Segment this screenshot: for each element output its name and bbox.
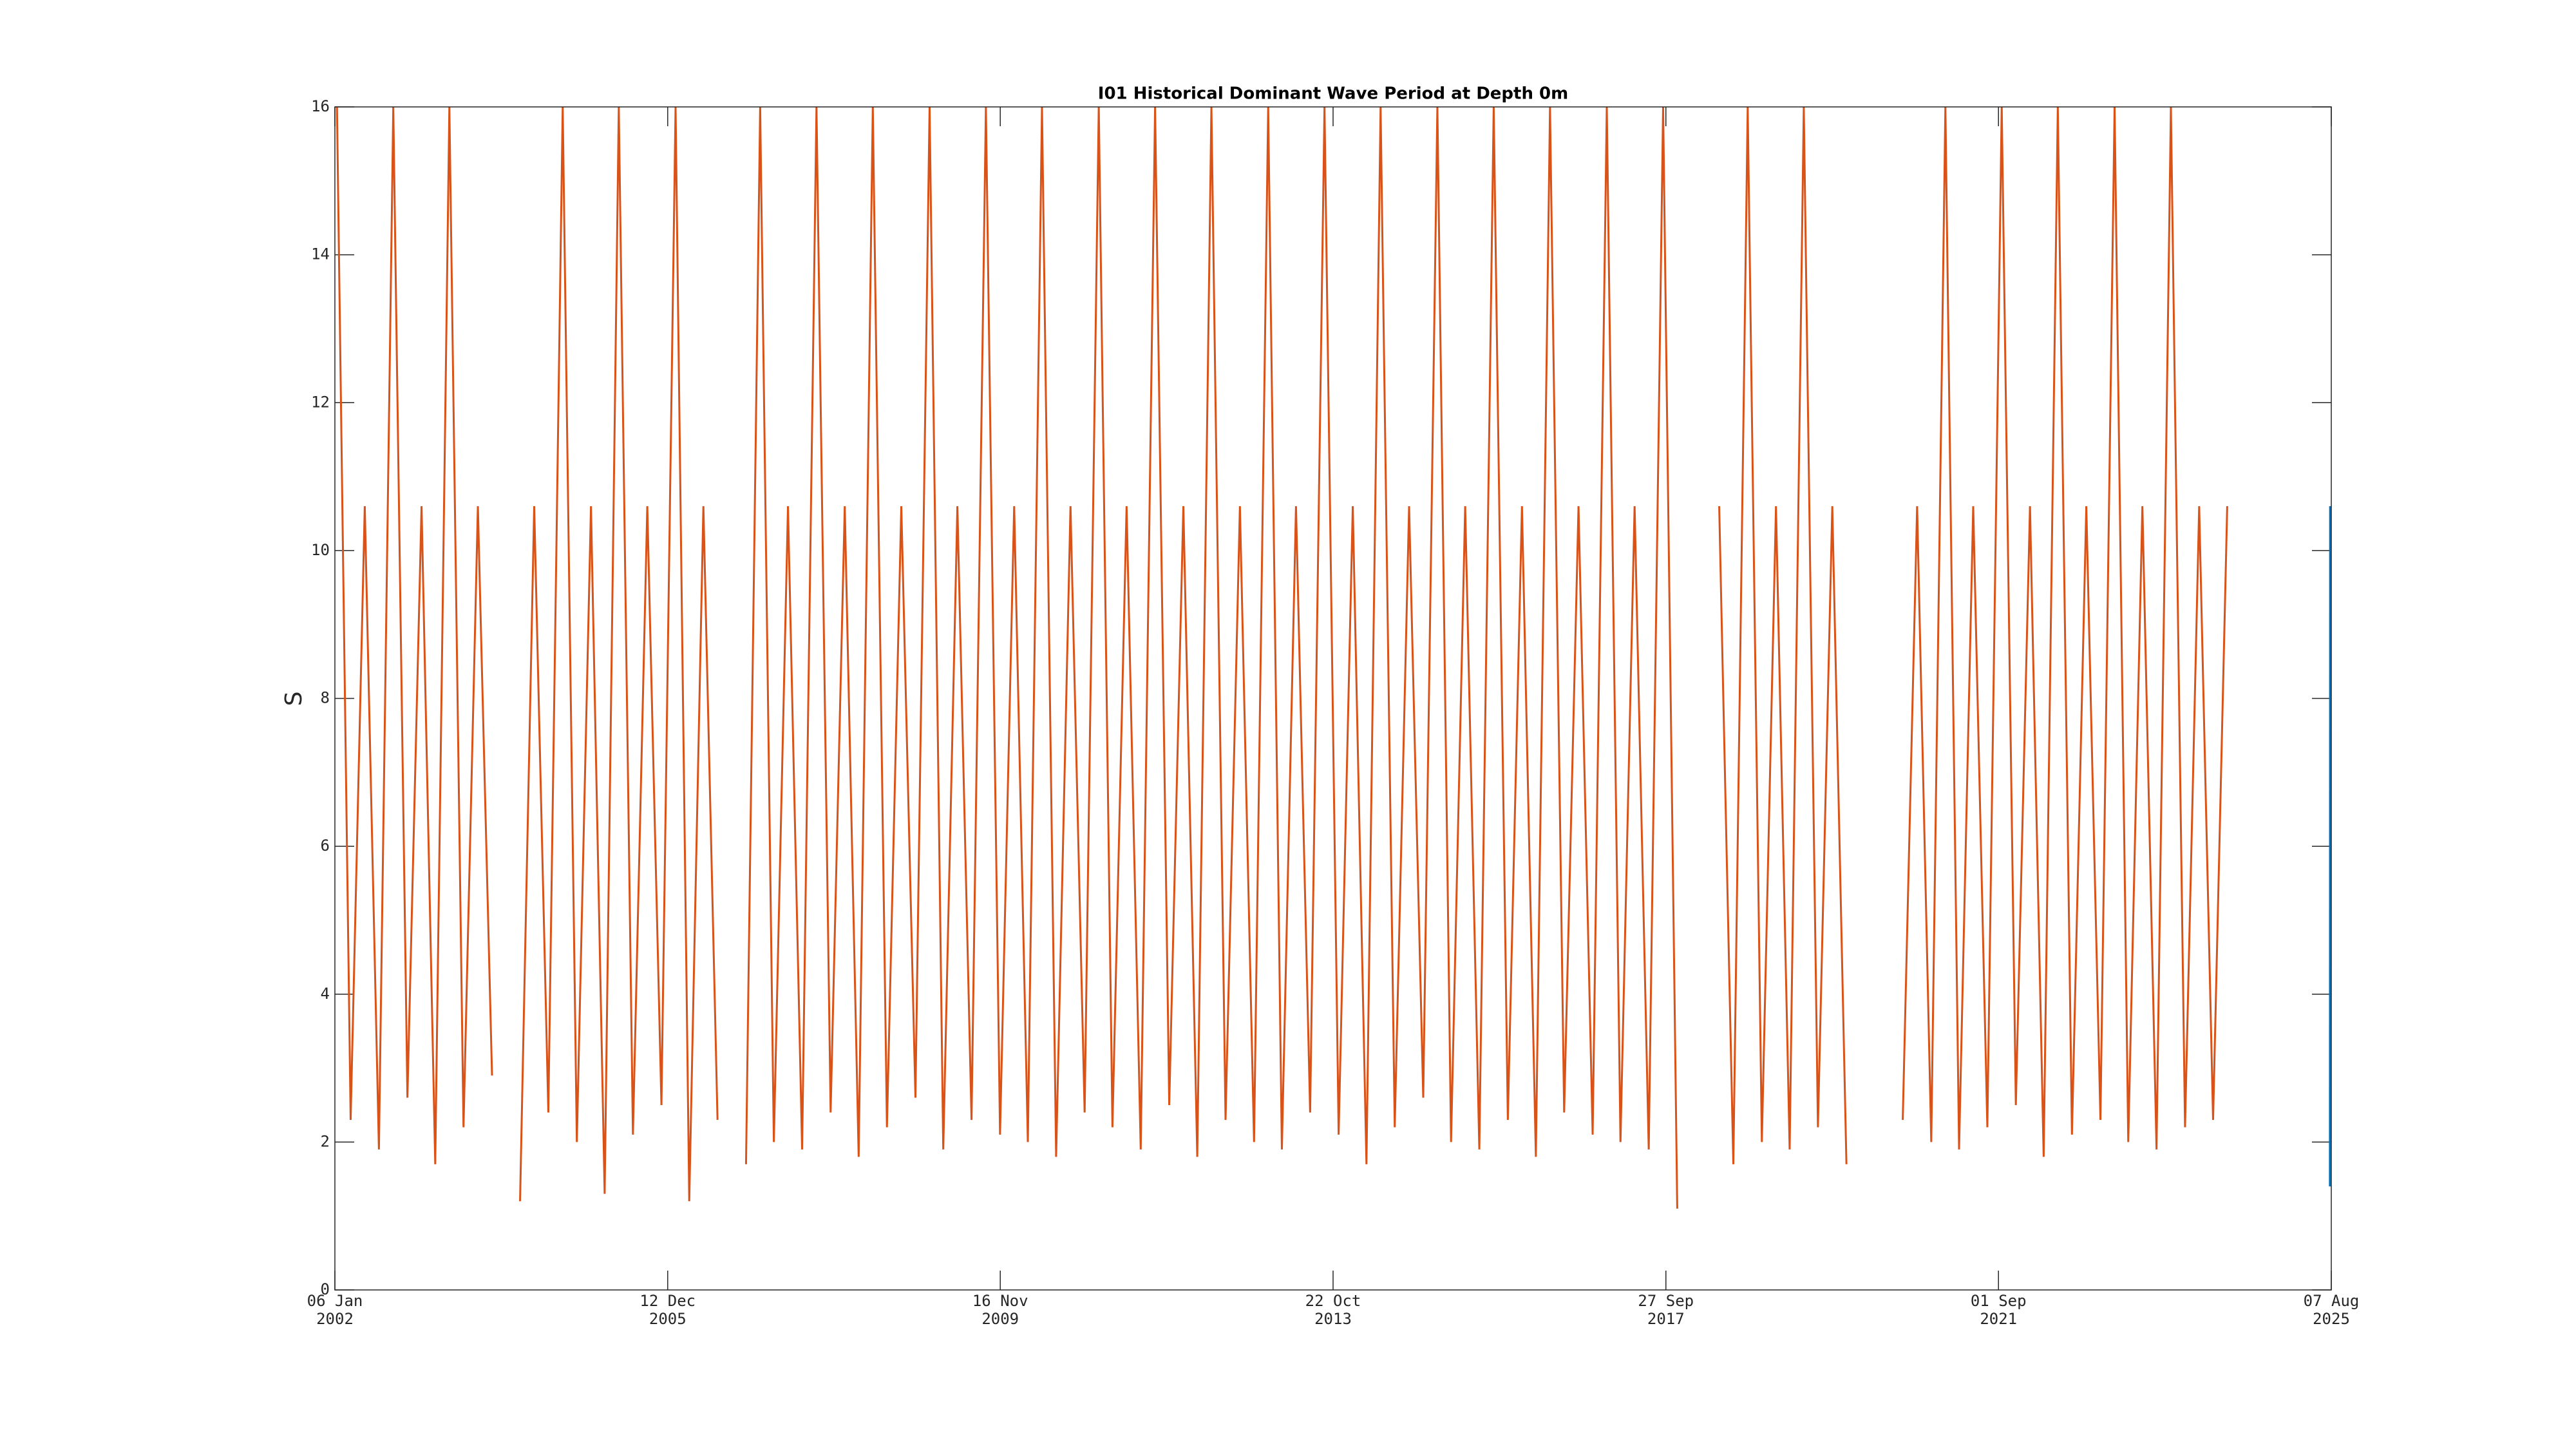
data-line [1902,106,2228,1157]
y-tick-label: 14 [311,245,330,263]
y-tick-label: 2 [321,1132,330,1150]
x-tick-label: 2021 [1980,1310,2017,1328]
x-tick-label: 2002 [316,1310,354,1328]
x-tick-label: 12 Dec [639,1292,696,1310]
y-tick-label: 16 [311,97,330,115]
x-tick-label: 07 Aug [2304,1292,2360,1310]
x-tick-label: 2025 [2313,1310,2350,1328]
y-tick-label: 10 [311,541,330,559]
x-tick-label: 16 Nov [972,1292,1028,1310]
data-line [1718,106,1848,1164]
x-tick-label: 2013 [1314,1310,1352,1328]
x-tick-label: 2005 [649,1310,687,1328]
x-tick-label: 06 Jan [307,1292,363,1310]
y-tick-label: 8 [321,689,330,707]
x-tick-label: 22 Oct [1305,1292,1361,1310]
x-tick-label: 2017 [1647,1310,1685,1328]
y-tick-label: 6 [321,837,330,855]
chart-title: I01 Historical Dominant Wave Period at D… [1098,84,1568,104]
axes-box [334,106,2332,1291]
data-line [336,106,493,1164]
x-tick-label: 2009 [981,1310,1019,1328]
y-tick-label: 0 [321,1280,330,1298]
x-tick-label: 01 Sep [1971,1292,2027,1310]
y-tick-label: 12 [311,393,330,411]
y-tick-label: 4 [321,985,330,1003]
y-axis-label: S [281,692,307,706]
x-tick-label: 27 Sep [1638,1292,1694,1310]
